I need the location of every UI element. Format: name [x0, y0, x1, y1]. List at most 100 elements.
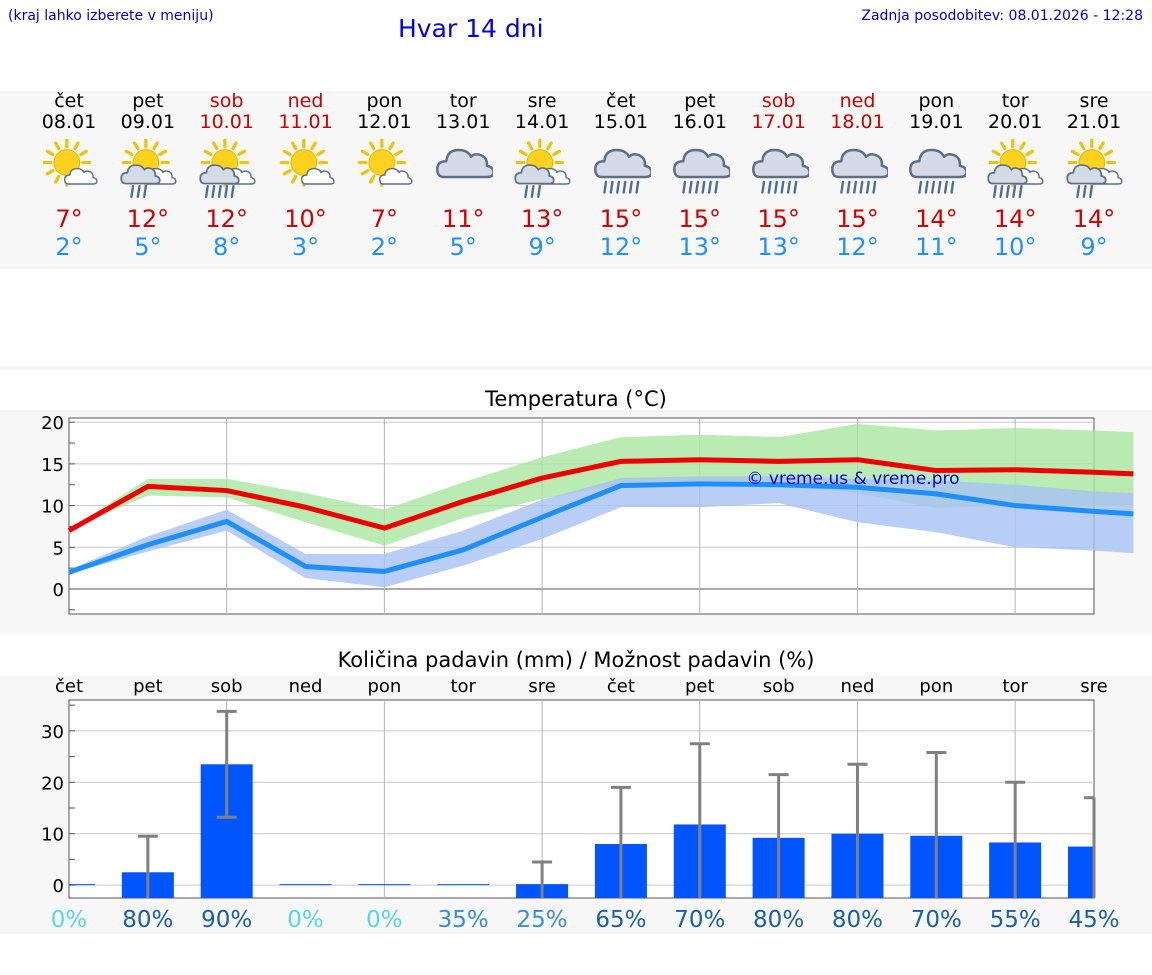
cloud-icon	[436, 148, 494, 179]
min-temperature: 13°	[678, 233, 722, 261]
day-date: 12.01	[357, 111, 412, 133]
day-name: pon	[366, 90, 403, 112]
y-tick-label: 30	[41, 722, 64, 743]
probability-label: 45%	[1068, 907, 1119, 933]
sun-cloud-icon	[42, 139, 98, 187]
cloud-shape	[379, 167, 413, 185]
rain-drops	[760, 180, 797, 194]
category-label: sob	[763, 676, 795, 697]
day-date: 10.01	[199, 111, 254, 133]
precipitation-chart: čet pet sob ned pon tor sre čet pet sob ned pon tor s…	[41, 676, 1119, 933]
day-name: ned	[287, 90, 324, 112]
y-tick-label: 15	[41, 455, 64, 476]
cloud-shape	[199, 164, 240, 185]
day-date: 18.01	[830, 111, 885, 133]
forecast-day: tor 20.01 14° 10°	[976, 91, 1055, 261]
last-updated: Zadnja posodobitev: 08.01.2026 - 12:28	[861, 8, 1143, 24]
max-temperature: 12°	[126, 205, 170, 233]
precipitation-bar	[279, 884, 332, 886]
max-temperature: 7°	[370, 205, 399, 233]
error-bar	[768, 773, 789, 898]
error-bar	[610, 785, 631, 898]
cloud-shape	[751, 148, 809, 179]
forecast-day: sob 17.01 15° 13°	[739, 91, 818, 261]
watermark: © vreme.us & vreme.pro	[746, 469, 959, 489]
max-temperature: 10°	[284, 205, 327, 233]
error-bar	[216, 709, 237, 819]
location-hint: (kraj lahko izberete v meniju)	[8, 8, 214, 24]
error-bar	[1084, 796, 1096, 898]
max-temperature: 13°	[520, 205, 564, 233]
precipitation-bar	[1068, 846, 1094, 898]
daily-forecast-strip: čet 08.01 7° 2° pet 09.01 12° 5° sob 10.01 12° 8° ne…	[0, 91, 1152, 269]
cloud-shape	[300, 167, 335, 185]
cloud-shape	[1066, 164, 1107, 185]
cloud-shape	[436, 148, 494, 179]
min-temperature-line	[68, 481, 1134, 575]
day-name: sre	[527, 90, 557, 112]
category-label: ned	[841, 676, 875, 697]
cloud-shape	[672, 148, 730, 179]
min-temperature: 5°	[134, 233, 162, 261]
min-temperature-range-band	[69, 476, 1134, 588]
probability-label: 80%	[122, 907, 173, 933]
error-bar	[689, 742, 710, 898]
probability-label: 65%	[595, 907, 646, 933]
max-temperature: 7°	[55, 205, 83, 233]
precipitation-chart-title: Količina padavin (mm) / Možnost padavin …	[337, 648, 815, 672]
day-name: tor	[1001, 90, 1029, 112]
cloud-heavy-rain-icon	[751, 148, 809, 194]
day-name: čet	[54, 90, 84, 112]
forecast-day: ned 11.01 10° 3°	[266, 91, 345, 261]
category-label: tor	[450, 676, 476, 697]
min-temperature: 8°	[213, 233, 241, 261]
day-name: čet	[606, 90, 636, 112]
max-temperature: 12°	[205, 205, 248, 233]
category-label: sre	[528, 676, 555, 697]
rain-drops	[682, 180, 719, 194]
probability-label: 80%	[753, 907, 804, 933]
day-date: 21.01	[1066, 111, 1122, 133]
day-date: 17.01	[751, 111, 806, 133]
cloud-shape	[514, 164, 555, 185]
y-tick-label: 20	[41, 773, 64, 794]
min-temperature: 9°	[1080, 233, 1108, 261]
cloud-heavy-rain-icon	[593, 148, 651, 194]
probability-label: 70%	[911, 907, 962, 933]
day-date: 15.01	[593, 111, 649, 133]
probability-label: 25%	[517, 907, 568, 933]
probability-label: 0%	[51, 907, 88, 933]
min-temperature: 10°	[993, 233, 1037, 261]
y-tick-label: 20	[41, 413, 64, 434]
precipitation-bar	[437, 884, 490, 886]
day-name: tor	[449, 90, 477, 112]
page-title: Hvar 14 dni	[398, 14, 544, 43]
probability-label: 0%	[287, 907, 324, 933]
rain-drops	[839, 180, 876, 194]
max-temperature: 15°	[678, 205, 722, 233]
forecast-day: tor 13.01 11° 5°	[424, 91, 503, 261]
probability-label: 70%	[674, 907, 725, 933]
cloud-shape	[64, 167, 98, 185]
cloud-heavy-rain-icon	[672, 148, 730, 194]
cloud-shape	[593, 148, 651, 179]
temperature-chart-title: Temperatura (°C)	[485, 387, 667, 411]
day-name: pet	[132, 90, 164, 112]
forecast-day: čet 15.01 15° 12°	[581, 91, 660, 261]
category-label: pon	[919, 676, 953, 697]
day-name: sob	[209, 90, 244, 112]
separator	[0, 366, 1152, 370]
max-temperature: 11°	[441, 205, 485, 233]
forecast-day: pet 09.01 12° 5°	[108, 91, 187, 261]
forecast-day: pon 12.01 7° 2°	[345, 91, 424, 261]
sun-cloud-rain-icon	[1066, 139, 1123, 199]
probability-label: 35%	[438, 907, 489, 933]
forecast-day: ned 18.01 15° 12°	[818, 91, 897, 261]
max-temperature: 14°	[1072, 205, 1116, 233]
cloud-shape	[120, 164, 161, 185]
category-label: ned	[289, 676, 323, 697]
max-temperature: 15°	[599, 205, 643, 233]
day-name: pet	[684, 90, 716, 112]
cloud-heavy-rain-icon	[830, 148, 888, 194]
category-label: sre	[1080, 676, 1107, 697]
